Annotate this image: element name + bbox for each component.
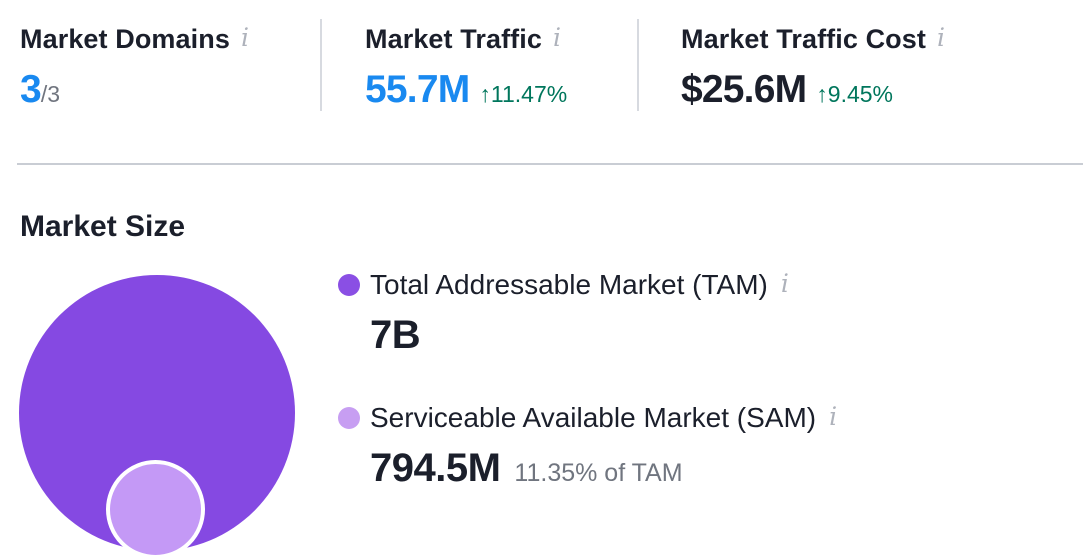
market-size-title: Market Size [20,210,186,243]
sam-bubble[interactable] [106,460,205,559]
sam-value: 794.5M [370,446,501,490]
tam-value: 7B [370,313,421,357]
stat-market-traffic-cost: Market Traffic Cost i $25.6M ↑9.45% [637,0,1090,120]
info-icon[interactable]: i [936,22,945,52]
legend-item-sam: Serviceable Available Market (SAM) i 794… [338,401,978,500]
market-size-bubble-chart [0,260,330,559]
market-domains-value: 3 [20,68,42,111]
vertical-divider [637,19,639,111]
info-icon[interactable]: i [240,22,249,52]
tam-label: Total Addressable Market (TAM) [370,269,768,300]
section-divider [17,163,1083,165]
sam-dot-icon [338,407,360,429]
legend-item-tam: Total Addressable Market (TAM) i 7B [338,268,978,367]
market-domains-label: Market Domains [20,24,230,54]
stats-row: Market Domains i 3/3 Market Traffic i 55… [0,0,1090,120]
vertical-divider [320,19,322,111]
market-traffic-cost-label: Market Traffic Cost [681,24,926,54]
market-traffic-trend: ↑11.47% [479,81,568,107]
info-icon[interactable]: i [552,22,561,52]
tam-dot-icon [338,274,360,296]
stat-market-traffic: Market Traffic i 55.7M ↑11.47% [320,0,637,120]
market-traffic-value: 55.7M [365,68,470,111]
market-traffic-cost-trend: ↑9.45% [816,81,894,107]
info-icon[interactable]: i [780,268,789,298]
sam-percent-of-tam: 11.35% of TAM [514,459,683,487]
market-size-legend: Total Addressable Market (TAM) i 7B Serv… [338,268,978,500]
market-traffic-label: Market Traffic [365,24,542,54]
sam-label: Serviceable Available Market (SAM) [370,402,817,433]
market-traffic-cost-value: $25.6M [681,68,807,111]
market-domains-total: /3 [40,81,61,107]
info-icon[interactable]: i [829,401,838,431]
stat-market-domains: Market Domains i 3/3 [0,0,320,120]
